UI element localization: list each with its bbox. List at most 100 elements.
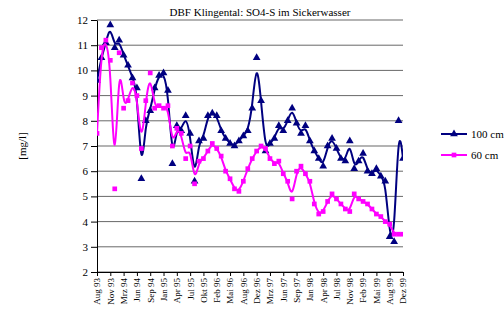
plot: 23456789101112Aug 93Nov 93Mrz 94Jun 94Se… — [77, 14, 408, 305]
x-tick-label: Jul 95 — [186, 278, 196, 300]
data-point — [387, 222, 392, 227]
data-point — [294, 169, 299, 174]
data-point — [170, 144, 175, 149]
data-point — [276, 159, 281, 164]
data-point — [228, 176, 233, 181]
y-axis: 23456789101112 — [77, 14, 98, 278]
data-point — [373, 164, 381, 171]
x-tick: Jul 95 — [186, 272, 196, 300]
grid-line — [97, 221, 403, 222]
data-point — [381, 177, 389, 184]
data-point — [129, 73, 137, 80]
x-tick-label: Jul 98 — [332, 278, 342, 300]
y-tick-label: 12 — [77, 14, 88, 26]
data-point — [352, 192, 357, 197]
x-tick-label: Mrz 97 — [265, 278, 275, 305]
y-axis-line — [97, 21, 98, 273]
x-tick-mark — [97, 272, 98, 276]
data-point — [182, 111, 190, 118]
y-tick-mark — [91, 171, 97, 172]
data-point — [321, 209, 326, 214]
x-tick-label: Apr 98 — [319, 278, 329, 304]
y-tick-label: 5 — [83, 190, 89, 202]
y-tick-label: 9 — [83, 90, 89, 102]
y-tick: 4 — [83, 216, 98, 228]
data-point — [315, 154, 323, 161]
title: DBF Klingental: SO4-S im Sickerwasser — [170, 6, 351, 18]
data-point — [328, 134, 336, 141]
x-tick-label: Dez 96 — [252, 278, 262, 304]
y-tick: 11 — [77, 39, 97, 51]
data-point — [333, 144, 341, 151]
data-point — [383, 219, 388, 224]
y-tick-label: 3 — [83, 241, 89, 253]
data-point — [341, 157, 349, 164]
data-point — [200, 134, 208, 141]
data-point — [272, 161, 277, 166]
data-point — [288, 104, 296, 111]
x-tick: Jun 94 — [132, 272, 142, 302]
x-tick: Sep 97 — [292, 272, 302, 303]
data-point — [157, 103, 162, 108]
data-point — [160, 68, 168, 75]
x-tick-label: Jun 97 — [279, 278, 289, 302]
data-point — [161, 106, 166, 111]
x-tick: Apr 95 — [172, 272, 182, 303]
x-tick: Aug 93 — [92, 272, 102, 305]
y-tick-label: 6 — [83, 165, 89, 177]
data-point — [237, 189, 242, 194]
data-point — [378, 214, 383, 219]
chart-svg: 23456789101112Aug 93Nov 93Mrz 94Jun 94Se… — [0, 0, 504, 310]
data-point — [219, 154, 224, 159]
data-point — [343, 207, 348, 212]
data-point — [259, 144, 264, 149]
x-tick: Feb 99 — [358, 272, 368, 303]
x-tick-mark — [110, 272, 111, 276]
legend-marker — [452, 153, 457, 158]
grid — [97, 20, 403, 272]
marks — [97, 21, 403, 244]
data-point — [174, 126, 179, 131]
data-point — [302, 121, 310, 128]
data-point — [281, 171, 286, 176]
legend-label: 60 cm — [471, 149, 499, 161]
y-tick-label: 7 — [83, 140, 89, 152]
x-tick: Jan 98 — [305, 272, 315, 301]
x-tick-mark — [177, 272, 178, 276]
data-point — [350, 164, 358, 171]
data-point — [143, 98, 148, 103]
data-point — [166, 103, 171, 108]
data-point — [268, 156, 273, 161]
data-point — [222, 134, 230, 141]
data-point — [244, 126, 252, 133]
data-point — [97, 131, 99, 136]
x-tick-label: Sep 97 — [292, 278, 302, 303]
data-point — [308, 179, 313, 184]
x-tick: Jun 97 — [279, 272, 289, 302]
x-tick-label: Jan 98 — [305, 278, 315, 302]
data-point — [192, 181, 197, 186]
x-tick: Sep 94 — [146, 272, 156, 303]
data-point — [135, 93, 140, 98]
x-tick-mark — [203, 272, 204, 276]
data-point — [303, 171, 308, 176]
x-tick: Dez 99 — [398, 272, 408, 304]
data-point — [248, 104, 256, 111]
y-tick: 5 — [83, 190, 98, 202]
x-tick-mark — [217, 272, 218, 276]
data-point — [250, 156, 255, 161]
data-point — [319, 162, 327, 169]
y-tick: 8 — [83, 115, 98, 127]
series-markers — [97, 38, 403, 237]
y-tick-mark — [91, 272, 97, 273]
x-tick-mark — [350, 272, 351, 276]
data-point — [214, 146, 219, 151]
legend: 100 cm60 cm — [441, 128, 504, 161]
x-tick-label: Aug 99 — [385, 278, 395, 305]
data-point — [169, 159, 177, 166]
data-point — [245, 166, 250, 171]
data-point — [223, 169, 228, 174]
data-point — [108, 58, 113, 63]
data-point — [254, 149, 259, 154]
x-tick: Mai 99 — [372, 272, 382, 304]
